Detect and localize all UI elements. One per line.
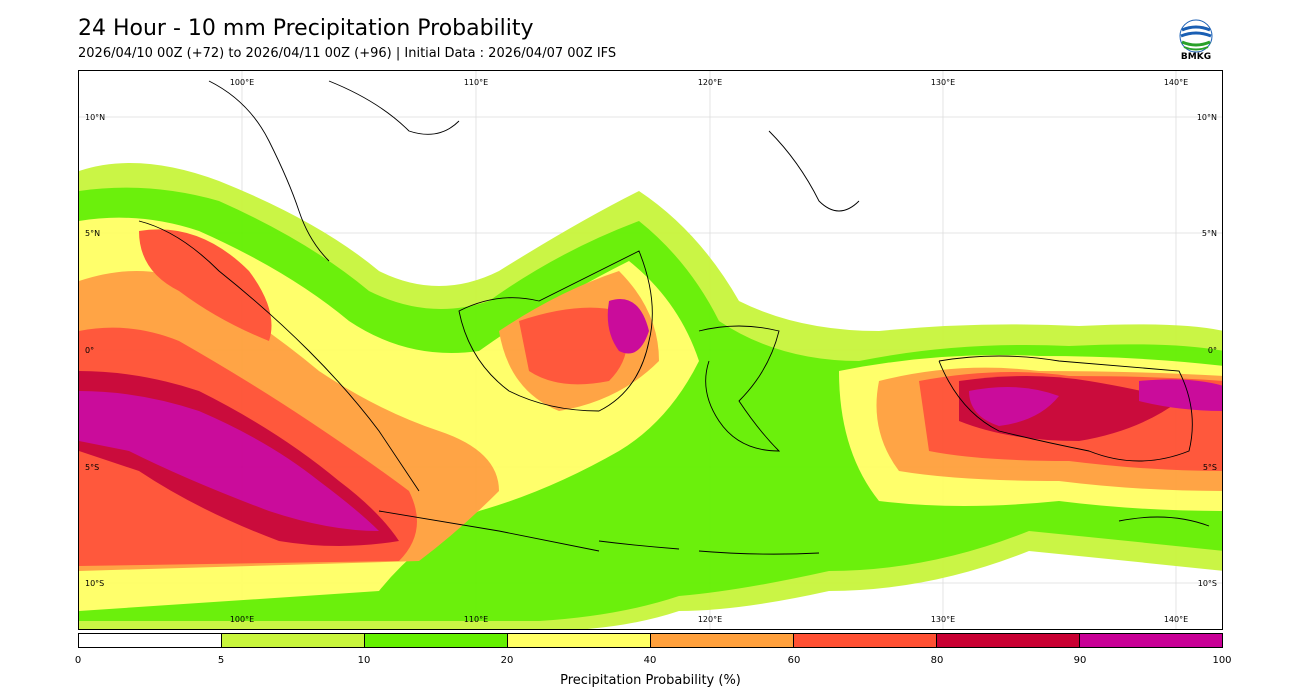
colorbar-tick: 100 xyxy=(1212,655,1232,666)
colorbar-segment xyxy=(651,634,794,647)
lat-label-left-5s: 5°S xyxy=(85,463,99,472)
lat-label-right-0: 0° xyxy=(1208,346,1217,355)
map-title: 24 Hour - 10 mm Precipitation Probabilit… xyxy=(78,16,534,41)
lat-label-right-5s: 5°S xyxy=(1203,463,1217,472)
lon-label-top-100: 100°E xyxy=(230,78,254,87)
lat-label-left-0: 0° xyxy=(85,346,94,355)
lon-label-bottom-110: 110°E xyxy=(464,615,488,624)
colorbar-segment xyxy=(508,634,651,647)
lon-label-bottom-120: 120°E xyxy=(698,615,722,624)
colorbar-segment xyxy=(937,634,1080,647)
probability-field xyxy=(79,163,1222,629)
lat-label-right-5n: 5°N xyxy=(1202,229,1217,238)
lon-label-bottom-140: 140°E xyxy=(1164,615,1188,624)
lon-label-top-140: 140°E xyxy=(1164,78,1188,87)
colorbar xyxy=(78,633,1223,648)
map-subtitle: 2026/04/10 00Z (+72) to 2026/04/11 00Z (… xyxy=(78,46,617,61)
colorbar-tick: 0 xyxy=(74,655,82,666)
lat-label-left-10n: 10°N xyxy=(85,113,105,122)
map-canvas: 100°E 110°E 120°E 130°E 140°E 100°E 110°… xyxy=(79,71,1222,629)
colorbar-label: Precipitation Probability (%) xyxy=(560,673,741,688)
coastlines xyxy=(138,80,1210,555)
colorbar-tick: 5 xyxy=(217,655,225,666)
lat-label-right-10s: 10°S xyxy=(1198,579,1217,588)
lon-label-bottom-100: 100°E xyxy=(230,615,254,624)
lat-label-left-10s: 10°S xyxy=(85,579,104,588)
lat-label-left-5n: 5°N xyxy=(85,229,100,238)
colorbar-tick: 80 xyxy=(930,655,944,666)
colorbar-tick: 20 xyxy=(500,655,514,666)
colorbar-segment xyxy=(365,634,508,647)
colorbar-tick: 40 xyxy=(643,655,657,666)
colorbar-segment xyxy=(794,634,937,647)
colorbar-segment xyxy=(1080,634,1222,647)
colorbar-tick: 60 xyxy=(787,655,801,666)
lat-label-right-10n: 10°N xyxy=(1197,113,1217,122)
precipitation-map: 100°E 110°E 120°E 130°E 140°E 100°E 110°… xyxy=(78,70,1223,630)
colorbar-tick: 10 xyxy=(357,655,371,666)
colorbar-tick: 90 xyxy=(1073,655,1087,666)
bmkg-logo-icon xyxy=(1179,19,1213,53)
lon-label-top-120: 120°E xyxy=(698,78,722,87)
bmkg-logo-text: BMKG xyxy=(1180,52,1212,62)
colorbar-segment xyxy=(79,634,222,647)
lon-label-top-130: 130°E xyxy=(931,78,955,87)
colorbar-segment xyxy=(222,634,365,647)
lon-label-top-110: 110°E xyxy=(464,78,488,87)
lon-label-bottom-130: 130°E xyxy=(931,615,955,624)
